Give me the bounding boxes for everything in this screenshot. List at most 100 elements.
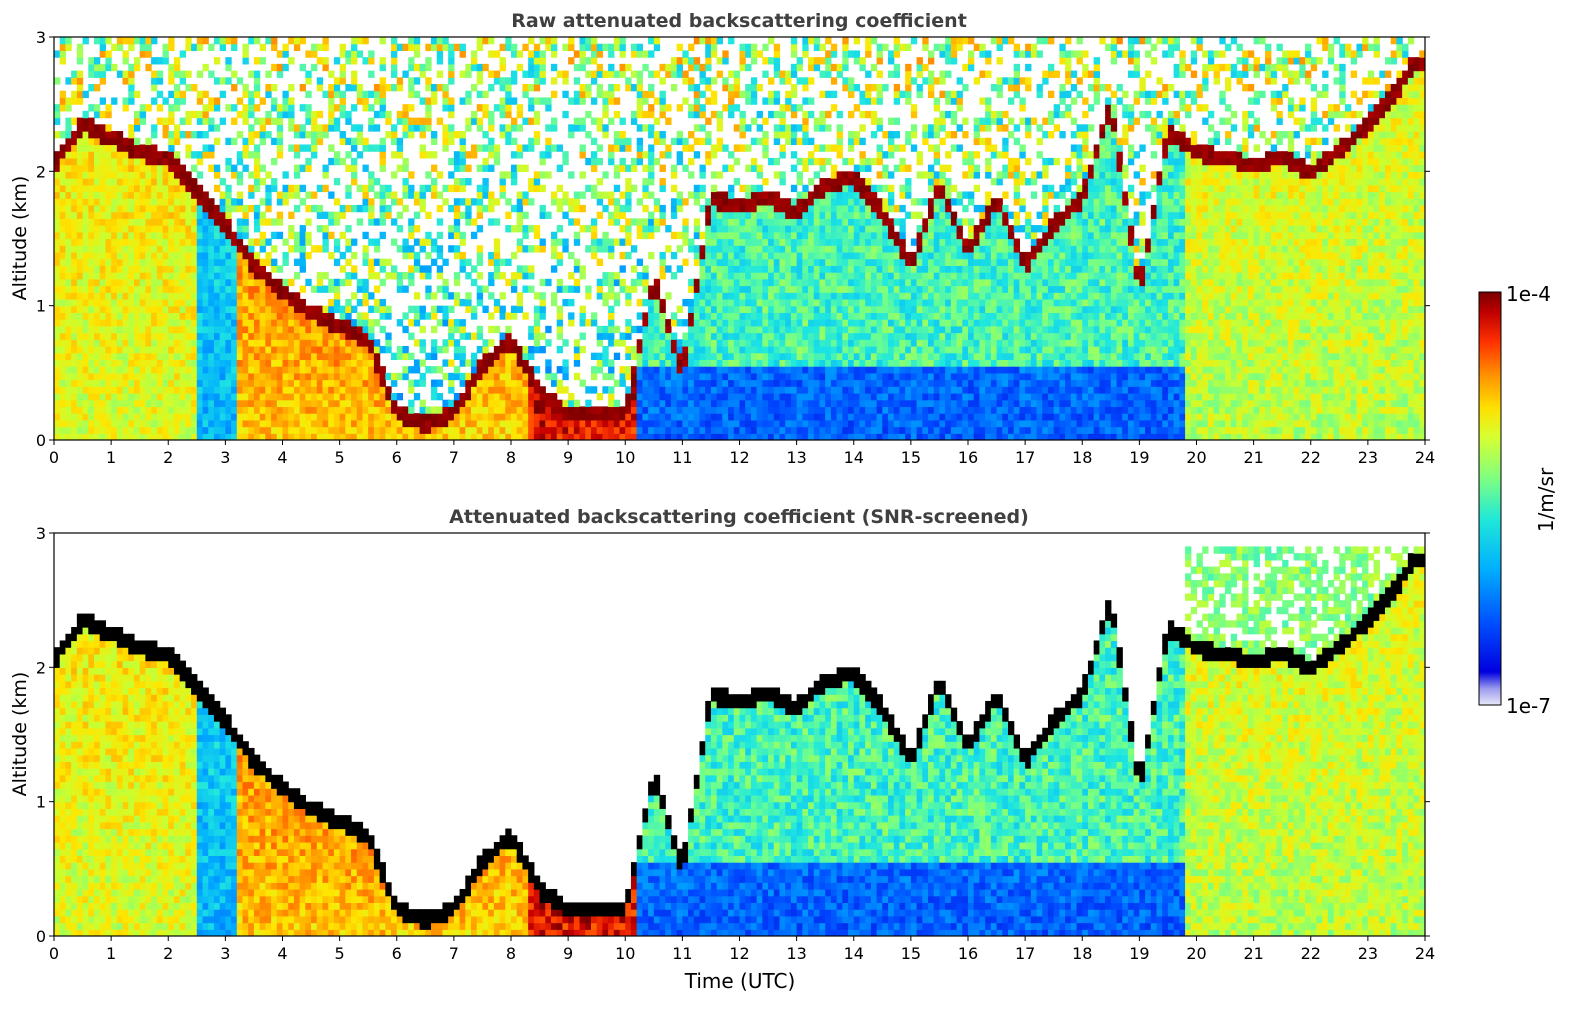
heatmap-cell: [722, 265, 729, 273]
heatmap-cell: [653, 379, 661, 387]
heatmap-cell: [379, 305, 386, 313]
heatmap-cell: [259, 319, 266, 327]
heatmap-cell: [133, 359, 141, 367]
heatmap-cell: [185, 225, 192, 233]
heatmap-cell: [471, 144, 478, 152]
heatmap-cell: [213, 37, 221, 45]
heatmap-cell: [716, 426, 723, 434]
heatmap-cell: [705, 37, 712, 45]
heatmap-cell: [688, 406, 695, 414]
heatmap-cell: [739, 399, 746, 408]
heatmap-cell: [762, 419, 769, 428]
heatmap-cell: [488, 352, 495, 360]
heatmap-cell: [539, 426, 546, 434]
heatmap-cell: [111, 325, 118, 334]
heatmap-cell: [208, 144, 215, 152]
heatmap-cell: [242, 292, 249, 300]
heatmap-cell: [196, 386, 204, 394]
heatmap-cell: [322, 90, 329, 99]
heatmap-cell: [408, 37, 415, 45]
heatmap-cell: [345, 110, 352, 119]
heatmap-cell: [299, 392, 306, 401]
heatmap-cell: [665, 339, 672, 347]
heatmap-cell: [716, 171, 723, 179]
raw-backscatter-panel: Raw attenuated backscattering coefficien…: [9, 10, 1435, 467]
heatmap-cell: [522, 90, 529, 99]
heatmap-cell: [173, 225, 181, 233]
heatmap-cell: [511, 433, 518, 440]
heatmap-cell: [293, 352, 301, 360]
heatmap-cell: [156, 352, 164, 360]
heatmap-cell: [242, 251, 249, 260]
heatmap-cell: [419, 198, 426, 206]
heatmap-cell: [619, 278, 626, 287]
heatmap-cell: [768, 305, 775, 313]
heatmap-cell: [305, 204, 312, 213]
heatmap-cell: [156, 238, 164, 246]
heatmap-cell: [93, 386, 101, 394]
heatmap-cell: [550, 413, 558, 421]
heatmap-cell: [328, 231, 335, 240]
heatmap-cell: [265, 84, 272, 92]
heatmap-cell: [305, 312, 312, 320]
heatmap-cell: [76, 238, 84, 246]
heatmap-cell: [276, 352, 284, 360]
heatmap-cell: [756, 278, 763, 287]
heatmap-cell: [225, 204, 232, 213]
heatmap-cell: [676, 245, 683, 253]
heatmap-cell: [202, 225, 209, 233]
heatmap-cell: [111, 285, 118, 293]
heatmap-cell: [76, 184, 84, 193]
heatmap-cell: [231, 372, 238, 381]
heatmap-cell: [328, 97, 335, 105]
heatmap-cell: [448, 332, 455, 340]
heatmap-cell: [339, 319, 346, 327]
heatmap-cell: [642, 225, 649, 233]
heatmap-cell: [259, 131, 266, 139]
heatmap-cell: [476, 211, 484, 219]
heatmap-cell: [202, 204, 209, 213]
heatmap-cell: [128, 124, 135, 132]
heatmap-cell: [750, 198, 758, 206]
heatmap-cell: [636, 413, 643, 421]
heatmap-cell: [505, 124, 512, 132]
heatmap-cell: [213, 359, 221, 367]
heatmap-cell: [528, 50, 535, 58]
heatmap-cell: [276, 151, 284, 159]
heatmap-cell: [276, 137, 284, 146]
heatmap-cell: [328, 285, 335, 293]
heatmap-cell: [351, 164, 358, 172]
heatmap-cell: [82, 144, 89, 152]
heatmap-cell: [316, 124, 324, 132]
heatmap-cell: [168, 379, 175, 387]
heatmap-cell: [65, 77, 72, 85]
heatmap-cell: [431, 292, 438, 300]
heatmap-cell: [773, 352, 781, 360]
heatmap-cell: [693, 258, 701, 266]
heatmap-cell: [213, 278, 221, 287]
heatmap-cell: [608, 399, 615, 408]
heatmap-cell: [585, 70, 592, 78]
heatmap-cell: [339, 77, 346, 85]
heatmap-cell: [145, 191, 152, 199]
heatmap-cell: [93, 419, 101, 428]
heatmap-cell: [482, 426, 489, 434]
heatmap-cell: [413, 43, 421, 52]
heatmap-cell: [722, 198, 729, 206]
heatmap-cell: [208, 399, 215, 408]
heatmap-cell: [642, 352, 649, 360]
heatmap-cell: [362, 90, 369, 99]
heatmap-cell: [65, 298, 72, 307]
heatmap-cell: [488, 272, 495, 280]
heatmap-cell: [590, 251, 598, 260]
heatmap-cell: [385, 184, 392, 193]
heatmap-cell: [750, 285, 758, 293]
heatmap-cell: [173, 406, 181, 414]
heatmap-cell: [345, 312, 352, 320]
heatmap-cell: [648, 84, 655, 92]
heatmap-cell: [236, 258, 244, 266]
heatmap-cell: [419, 238, 426, 246]
heatmap-cell: [762, 392, 769, 401]
heatmap-cell: [88, 137, 95, 146]
heatmap-cell: [219, 352, 226, 360]
